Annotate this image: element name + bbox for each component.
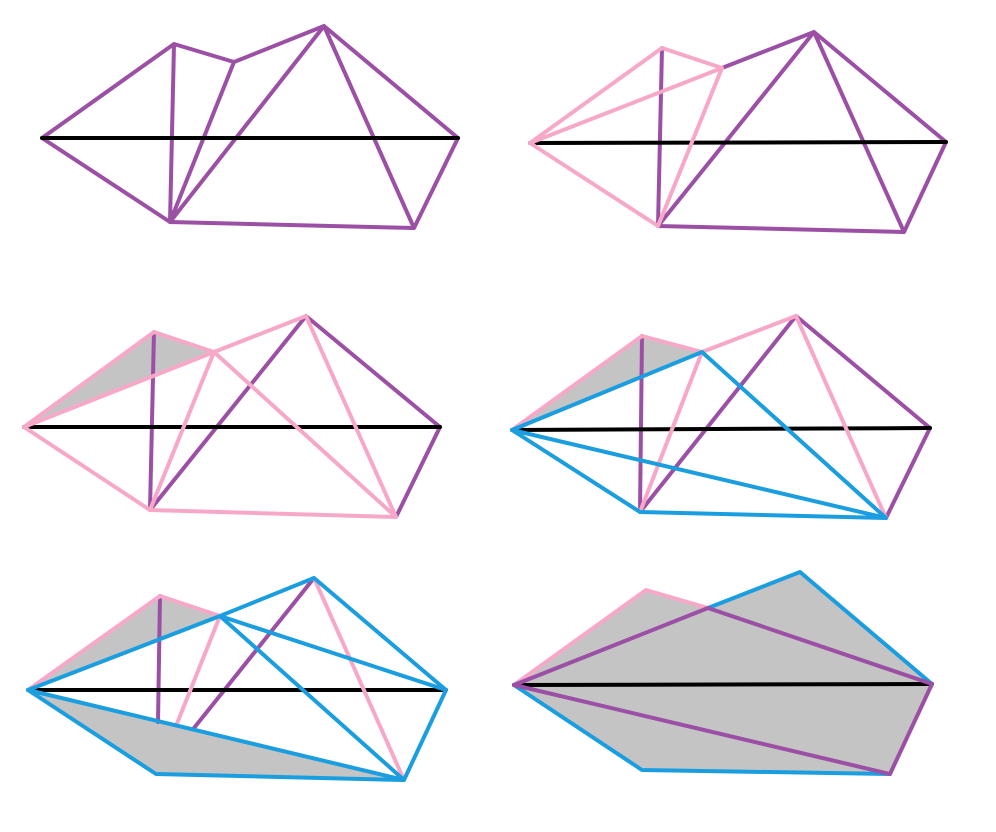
black-edge bbox=[528, 140, 948, 145]
pink-edges bbox=[22, 314, 398, 519]
pink-edges bbox=[26, 576, 406, 782]
panel-1 bbox=[40, 24, 460, 230]
panel-6 bbox=[512, 570, 934, 776]
purple-edges bbox=[512, 606, 934, 776]
black-edge bbox=[510, 426, 932, 432]
purple-edges bbox=[40, 24, 460, 230]
pink-edges bbox=[512, 588, 710, 687]
blue-edges bbox=[512, 570, 934, 776]
blue-edges bbox=[510, 350, 888, 520]
panel-3 bbox=[22, 314, 442, 519]
panel-4 bbox=[510, 314, 932, 520]
panel-2 bbox=[528, 30, 948, 234]
shaded-region bbox=[514, 572, 932, 774]
black-edge bbox=[512, 682, 934, 687]
blue-edges bbox=[26, 576, 448, 782]
panel-5 bbox=[26, 576, 448, 782]
shaded-region bbox=[512, 336, 702, 430]
purple-edges bbox=[156, 576, 316, 730]
shaded-region bbox=[24, 332, 214, 427]
shaded-region bbox=[28, 596, 404, 780]
pink-edges bbox=[528, 46, 724, 228]
